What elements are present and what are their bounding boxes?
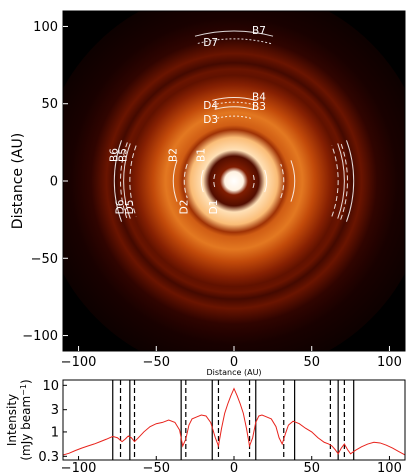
feature-arc-d1-right [252, 173, 255, 189]
feature-label-d4: D4 [203, 100, 218, 112]
image-y-tick-label: 100 [33, 20, 58, 35]
disk-emission [63, 11, 405, 351]
image-x-tick-label: 50 [303, 355, 320, 370]
profile-x-ticks: −100 −50 0 50 100 [61, 456, 402, 472]
image-x-axis-label: Distance (AU) [206, 368, 261, 377]
feature-arc-d2-right [280, 163, 285, 199]
feature-arc-b4-top [212, 97, 256, 101]
feature-label-d2: D2 [178, 200, 190, 215]
profile-x-tick-label: 50 [303, 461, 320, 472]
profile-y-tick-label: 1 [51, 425, 59, 440]
profile-feature-lines [112, 380, 355, 460]
image-y-tick-label: −100 [22, 329, 58, 344]
feature-label-b2: B2 [167, 148, 179, 162]
profile-y-axis-label: Intensity [5, 394, 19, 446]
profile-x-tick-label: 100 [377, 461, 402, 472]
profile-y-tick-label: 10 [42, 379, 59, 394]
profile-y-tick-label: 0.3 [38, 450, 59, 465]
feature-arc-b1-left [200, 169, 204, 193]
feature-label-b3: B3 [252, 101, 266, 113]
feature-label-d1: D1 [208, 200, 220, 215]
image-y-ticks: −100 −50 0 50 100 [22, 20, 68, 344]
image-x-tick-label: −100 [61, 355, 97, 370]
profile-y-axis-unit-close: ) [19, 379, 33, 384]
disk-emission-rings [63, 11, 405, 351]
feature-label-d3: D3 [203, 114, 218, 126]
intensity-profile-line [63, 387, 405, 456]
feature-arc-b1-right [264, 169, 268, 193]
feature-label-b1: B1 [195, 148, 207, 162]
profile-x-tick-label: −100 [61, 461, 97, 472]
feature-arc-b5-right [337, 143, 345, 219]
profile-y-axis-unit: (mJy beam−1) [19, 379, 33, 460]
feature-arc-b2-left [172, 160, 178, 202]
feature-label-b6: B6 [108, 148, 120, 162]
feature-arc-b6-right [346, 140, 355, 222]
feature-arc-d7-top [196, 38, 272, 45]
image-y-axis-label: Distance (AU) [10, 133, 26, 229]
feature-arc-d5-left [129, 145, 137, 217]
feature-arc-b3-top [214, 106, 254, 110]
profile-panel: −100 −50 0 50 100 0.3 1 3 10 Intensity (mJy bea… [5, 379, 406, 472]
feature-label-b7: B7 [252, 25, 266, 37]
feature-label-d5: D5 [124, 200, 136, 215]
image-x-tick-label: 0 [230, 355, 238, 370]
image-y-tick-label: 50 [41, 97, 58, 112]
profile-y-axis-unit-sup: −1 [19, 384, 28, 396]
image-x-tick-label: −50 [143, 355, 170, 370]
image-x-tick-label: 100 [377, 355, 402, 370]
profile-y-axis-unit-text: (mJy beam [19, 396, 33, 461]
feature-arc-b2-right [290, 160, 296, 202]
feature-label-b4: B4 [252, 92, 266, 104]
profile-x-tick-label: −50 [143, 461, 170, 472]
profile-y-tick-label: 3 [51, 403, 59, 418]
image-y-tick-label: 0 [50, 175, 58, 190]
feature-arc-d3-top [216, 115, 252, 119]
feature-arc-d2-left [183, 163, 188, 199]
profile-y-axis-label-main: Intensity [5, 394, 19, 446]
image-x-ticks: −100 −50 0 50 100 [61, 346, 402, 370]
feature-arc-b7-top [194, 30, 274, 37]
feature-arc-b5-left [123, 143, 131, 219]
image-y-tick-label: −50 [31, 252, 58, 267]
feature-arc-b6-left [113, 140, 122, 222]
feature-arc-d4-top [213, 101, 255, 106]
feature-arc-d1-left [213, 173, 216, 189]
profile-y-ticks: 0.3 1 3 10 [38, 379, 67, 465]
feature-label-b5: B5 [118, 148, 130, 162]
feature-label-d7: D7 [203, 37, 218, 49]
feature-arc-d5-right [331, 145, 339, 217]
profile-x-tick-label: 0 [230, 461, 238, 472]
